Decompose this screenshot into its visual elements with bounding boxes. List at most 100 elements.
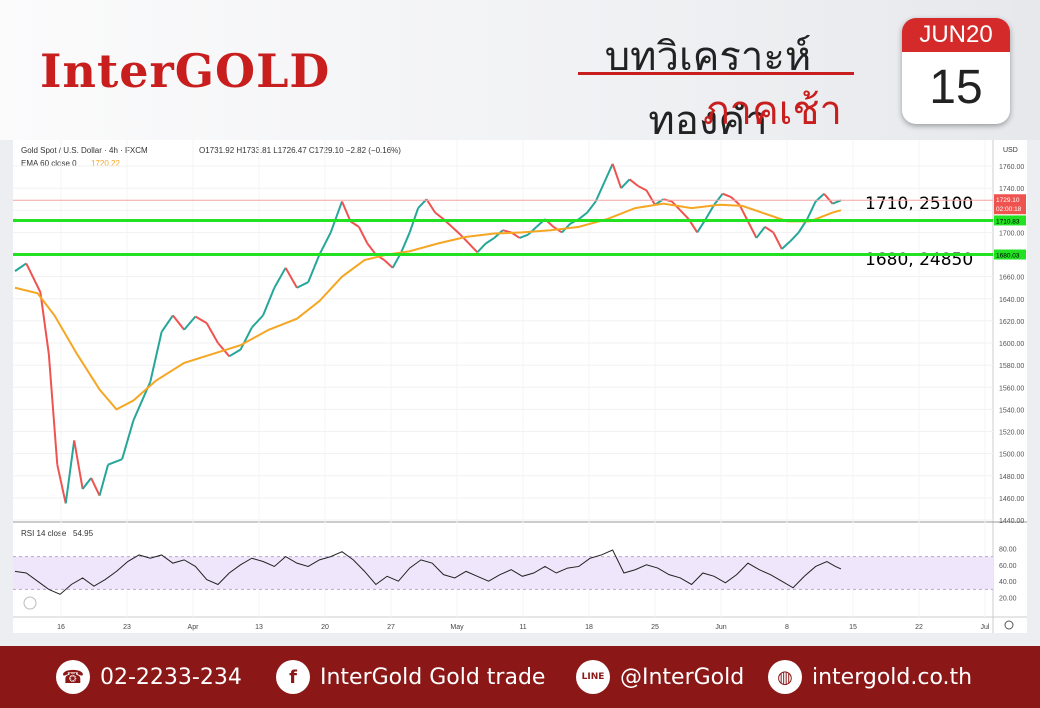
price-segment <box>341 201 352 222</box>
x-tick-label: 16 <box>57 624 65 631</box>
rsi-value: 54.95 <box>73 529 94 538</box>
price-segment <box>611 163 623 189</box>
price-segment <box>594 182 606 202</box>
price-segment <box>73 440 84 490</box>
session-title: ภาคเช้า <box>703 88 842 134</box>
website-contact[interactable]: ◍ intergold.co.th <box>768 659 972 695</box>
price-segment <box>172 314 185 331</box>
price-segment <box>451 226 462 236</box>
price-segment <box>519 233 529 239</box>
price-segment <box>284 267 298 289</box>
y-tick-label: 1660.00 <box>999 275 1024 282</box>
price-segment <box>358 226 369 244</box>
x-tick-label: 22 <box>915 624 923 631</box>
price-segment <box>318 231 332 255</box>
price-segment <box>832 199 842 205</box>
price-segment <box>160 314 174 333</box>
settings-icon[interactable] <box>1004 620 1014 630</box>
rsi-label: RSI 14 close <box>21 529 67 538</box>
y-tick-label: 1560.00 <box>999 385 1024 392</box>
y-tick-label: 1600.00 <box>999 341 1024 348</box>
x-tick-label: Jul <box>981 624 990 631</box>
y-tick-label: 1700.00 <box>999 230 1024 237</box>
x-tick-label: 13 <box>255 624 263 631</box>
price-segment <box>738 204 749 222</box>
x-tick-label: 27 <box>387 624 395 631</box>
x-tick-label: 15 <box>849 624 857 631</box>
price-segment <box>400 232 411 253</box>
footer-bar: ☎ 02-2233-234 f InterGold Gold trade LIN… <box>0 646 1040 708</box>
price-segment <box>806 201 817 220</box>
website-url: intergold.co.th <box>812 664 973 690</box>
price-segment <box>434 211 445 220</box>
y-tick-label: 1520.00 <box>999 430 1024 437</box>
price-segment <box>14 262 27 272</box>
price-segment <box>329 201 343 233</box>
rsi-tick-label: 80.00 <box>999 546 1017 553</box>
price-segment <box>228 348 242 358</box>
x-tick-label: 18 <box>585 624 593 631</box>
y-tick-label: 1460.00 <box>999 496 1024 503</box>
facebook-contact[interactable]: f InterGold Gold trade <box>276 659 545 695</box>
price-segment <box>98 464 109 496</box>
price-segment <box>628 178 639 187</box>
price-segment <box>183 315 197 331</box>
rsi-tick-label: 20.00 <box>999 596 1017 603</box>
chart-svg: Gold Spot / U.S. Dollar · 4h · FXCM O173… <box>13 140 1027 633</box>
price-segment <box>425 198 436 214</box>
ohlc-label: O1731.92 H1733.81 L1726.47 C1729.10 −2.8… <box>199 146 401 155</box>
price-segment <box>39 292 50 355</box>
price-segment <box>578 211 588 220</box>
price-segment <box>772 231 783 250</box>
price-segment <box>47 354 59 465</box>
price-segment <box>586 200 597 214</box>
x-tick-label: May <box>450 624 464 631</box>
y-tick-label: 1540.00 <box>999 407 1024 414</box>
intergold-logo: InterGOLD <box>40 44 331 98</box>
facebook-name: InterGold Gold trade <box>320 664 546 690</box>
ema-line <box>14 202 842 411</box>
x-tick-label: 20 <box>321 624 329 631</box>
price-chart[interactable]: Gold Spot / U.S. Dollar · 4h · FXCM O173… <box>13 140 1027 633</box>
level-price-label: 1710.83 <box>996 218 1020 225</box>
price-segment <box>366 242 377 256</box>
price-segment <box>603 163 614 184</box>
level-price-tag <box>994 215 1026 226</box>
price-segment <box>194 315 208 324</box>
price-segment <box>25 262 42 293</box>
line-icon: LINE <box>576 660 610 694</box>
line-id: @InterGold <box>620 664 745 690</box>
price-segment <box>747 220 758 239</box>
last-price-label: 1729.10 <box>996 197 1020 204</box>
price-segment <box>789 231 800 242</box>
line-contact[interactable]: LINE @InterGold <box>576 659 744 695</box>
y-tick-label: 1740.00 <box>999 186 1024 193</box>
phone-icon: ☎ <box>56 660 90 694</box>
y-tick-label: 1580.00 <box>999 363 1024 370</box>
level-price-tag <box>994 249 1026 260</box>
ema-value: 1720.22 <box>91 159 120 168</box>
currency-label: USD <box>1003 147 1018 154</box>
price-segment <box>383 259 394 269</box>
x-tick-label: 23 <box>123 624 131 631</box>
title-divider <box>578 72 854 75</box>
price-segment <box>251 314 264 329</box>
price-segment <box>459 233 470 245</box>
phone-number: 02-2233-234 <box>100 664 242 690</box>
price-segment <box>713 193 724 206</box>
price-segment <box>349 220 360 228</box>
calendar-icon: JUN20 15 <box>902 18 1010 124</box>
y-tick-label: 1620.00 <box>999 319 1024 326</box>
ema-label: EMA 60 close 0 <box>21 159 77 168</box>
x-tick-label: Jun <box>715 624 726 631</box>
y-tick-label: 1640.00 <box>999 297 1024 304</box>
symbol-label: Gold Spot / U.S. Dollar · 4h · FXCM <box>21 146 148 155</box>
price-segment <box>121 420 135 460</box>
price-segment <box>764 226 774 234</box>
price-segment <box>64 440 76 504</box>
price-segment <box>704 204 716 220</box>
phone-contact[interactable]: ☎ 02-2233-234 <box>56 659 242 695</box>
price-segment <box>637 185 647 192</box>
x-tick-label: 11 <box>519 624 526 631</box>
price-segment <box>56 464 67 504</box>
